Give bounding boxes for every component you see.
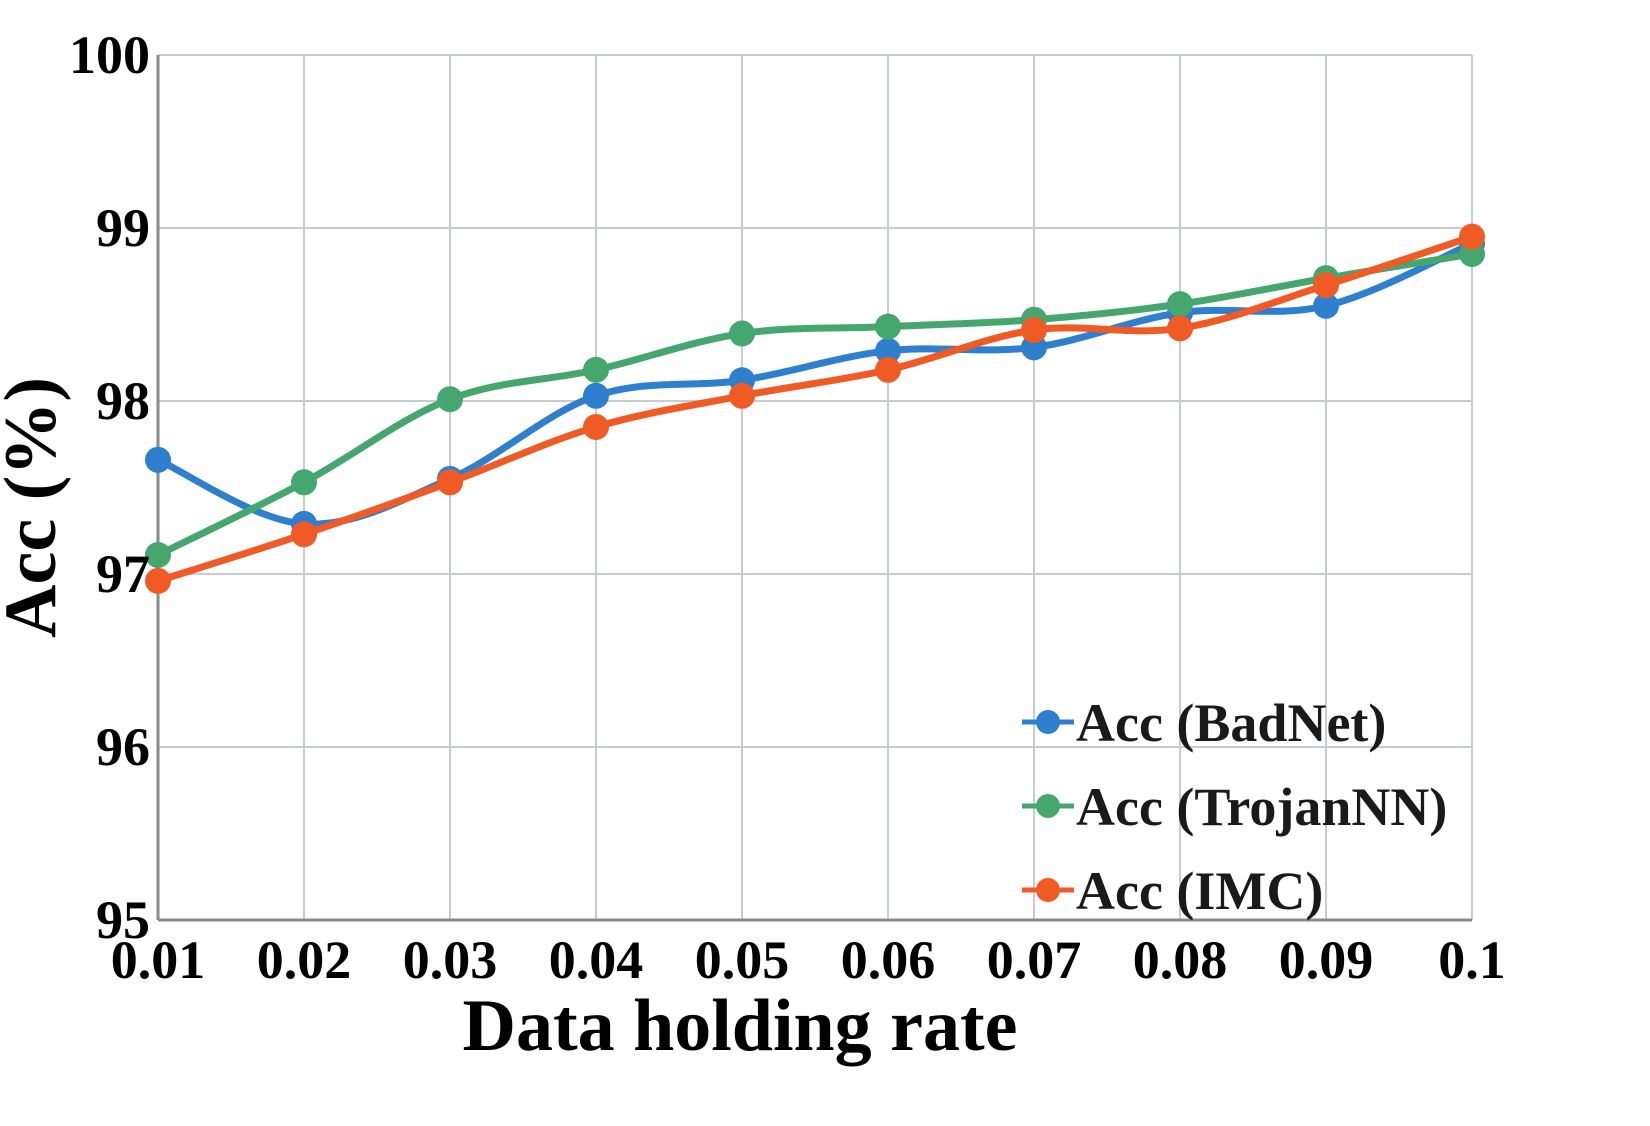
data-point — [1459, 223, 1485, 250]
y-tick-label: 96 — [96, 717, 150, 777]
legend-entry: Acc (IMC) — [1022, 861, 1323, 921]
legend-label: Acc (TrojanNN) — [1076, 777, 1447, 837]
data-point — [291, 521, 317, 548]
data-point — [875, 337, 901, 364]
x-tick-label: 0.09 — [1279, 930, 1374, 990]
data-point — [1167, 315, 1193, 342]
data-point — [1167, 291, 1193, 318]
axes — [156, 55, 1472, 922]
series-line — [154, 250, 1476, 559]
data-point — [875, 313, 901, 340]
y-tick-label: 97 — [96, 544, 150, 604]
y-tick-label: 98 — [96, 371, 150, 431]
data-point — [1313, 272, 1339, 299]
series — [145, 223, 1485, 594]
data-point — [145, 446, 171, 473]
data-point — [875, 356, 901, 383]
tick-labels: 95 96 97 98 99 100 0.01 0.02 0.03 0.04 0.05 0.06 0.0… — [69, 25, 1506, 990]
data-point — [437, 469, 463, 496]
x-tick-label: 0.08 — [1133, 930, 1228, 990]
x-tick-label: 0.05 — [695, 930, 790, 990]
data-point — [291, 469, 317, 496]
data-point — [583, 382, 609, 409]
series-2 — [145, 223, 1485, 594]
x-tick-label: 0.02 — [257, 930, 352, 990]
legend-marker — [1036, 878, 1060, 902]
legend-marker — [1036, 794, 1060, 818]
legend-entry: Acc (TrojanNN) — [1022, 777, 1447, 837]
x-tick-label: 0.1 — [1438, 930, 1506, 990]
legend: Acc (BadNet) Acc (TrojanNN) Acc (IMC) — [1022, 693, 1447, 921]
data-point — [583, 413, 609, 440]
x-tick-label: 0.06 — [841, 930, 936, 990]
data-point — [583, 356, 609, 383]
y-tick-label: 100 — [69, 25, 150, 85]
legend-entry: Acc (BadNet) — [1022, 693, 1386, 753]
legend-label: Acc (BadNet) — [1076, 693, 1386, 753]
data-point — [1313, 292, 1339, 319]
x-tick-label: 0.03 — [403, 930, 498, 990]
x-tick-label: 0.04 — [549, 930, 644, 990]
y-tick-label: 95 — [96, 890, 150, 950]
data-point — [729, 382, 755, 409]
x-tick-label: 0.01 — [111, 930, 206, 990]
data-point — [729, 320, 755, 347]
data-point — [145, 567, 171, 594]
y-tick-label: 99 — [96, 198, 150, 258]
data-point — [1021, 317, 1047, 344]
x-axis-title: Data holding rate — [463, 985, 1018, 1067]
legend-label: Acc (IMC) — [1076, 861, 1323, 921]
data-point — [437, 386, 463, 413]
legend-marker — [1036, 710, 1060, 734]
series-line — [154, 233, 1476, 585]
data-point — [145, 541, 171, 568]
x-tick-label: 0.07 — [987, 930, 1082, 990]
y-axis-title: Acc (%) — [0, 377, 72, 638]
